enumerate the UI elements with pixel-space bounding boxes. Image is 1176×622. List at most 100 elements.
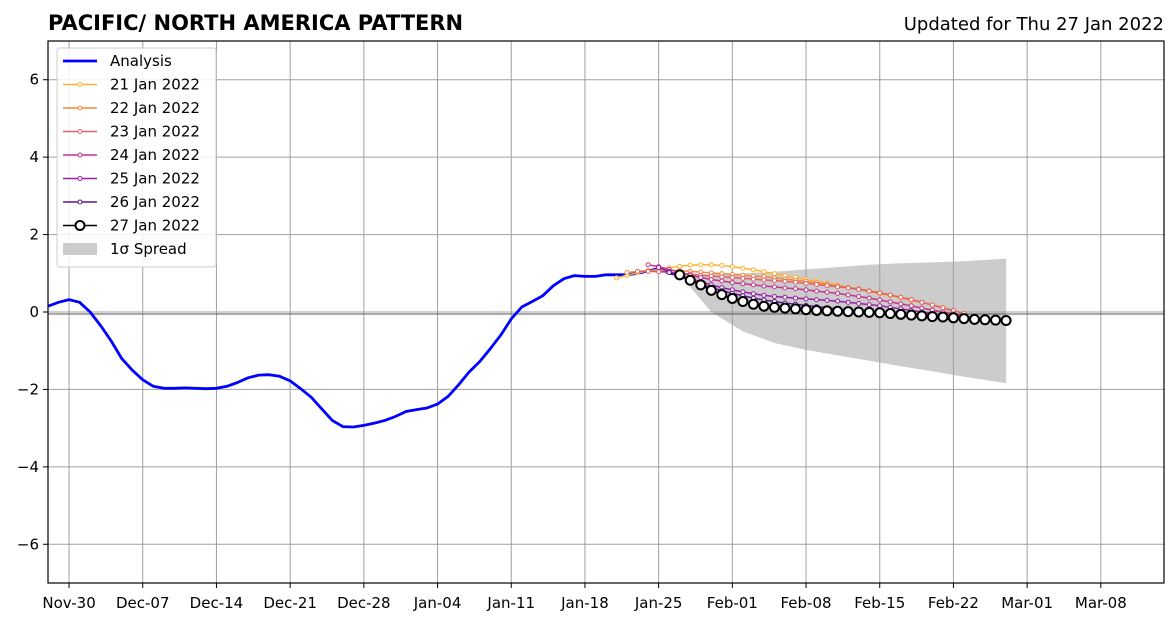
forecast-point <box>729 275 735 281</box>
legend-marker <box>77 152 83 158</box>
y-tick-label: −2 <box>17 380 39 398</box>
forecast-point <box>845 299 851 305</box>
forecast-point <box>635 268 641 274</box>
current-forecast-point <box>758 300 770 312</box>
legend-entry: 26 Jan 2022 <box>63 193 200 211</box>
current-forecast-point <box>968 313 980 325</box>
forecast-point <box>814 288 820 294</box>
legend-box <box>56 47 217 268</box>
current-forecast-point <box>779 302 791 314</box>
forecast-point <box>719 278 725 284</box>
forecast-point <box>656 264 662 270</box>
current-forecast-point <box>832 305 844 317</box>
y-tick-label: 4 <box>29 148 39 166</box>
current-forecast-point <box>737 296 749 308</box>
legend-label: 23 Jan 2022 <box>110 123 200 141</box>
forecast-point <box>908 297 914 303</box>
forecast-point <box>866 288 872 294</box>
x-tick-label: Nov-30 <box>42 594 95 612</box>
forecast-point <box>877 303 883 309</box>
legend-label: Analysis <box>110 52 172 70</box>
forecast-point <box>887 292 893 298</box>
x-tick-label: Dec-28 <box>337 594 391 612</box>
x-tick-label: Dec-21 <box>263 594 317 612</box>
forecast-point <box>677 263 683 269</box>
legend-entry: Analysis <box>63 52 172 70</box>
y-tick-label: −4 <box>17 458 39 476</box>
current-forecast-point <box>747 298 759 310</box>
x-tick-label: Feb-08 <box>781 594 832 612</box>
forecast-point <box>856 287 862 293</box>
current-forecast-point <box>705 284 717 296</box>
forecast-point <box>782 294 788 300</box>
forecast-point <box>729 280 735 286</box>
x-tick-label: Jan-04 <box>413 594 462 612</box>
forecast-point <box>740 275 746 281</box>
current-forecast-point <box>958 313 970 325</box>
forecast-point <box>908 303 914 309</box>
forecast-point <box>824 283 830 289</box>
forecast-point <box>750 282 756 288</box>
forecast-point <box>919 299 925 305</box>
forecast-point <box>845 285 851 291</box>
legend-label: 1σ Spread <box>110 240 187 258</box>
legend-marker <box>77 105 83 111</box>
series-analysis <box>48 267 680 429</box>
forecast-point <box>856 300 862 306</box>
forecast-point <box>803 280 809 286</box>
x-tick-label: Jan-25 <box>634 594 683 612</box>
forecast-point <box>698 262 704 268</box>
forecast-point <box>940 305 946 311</box>
x-tick-label: Feb-22 <box>928 594 979 612</box>
current-forecast-point <box>790 303 802 315</box>
x-tick-label: Mar-08 <box>1075 594 1127 612</box>
current-forecast-point <box>874 307 886 319</box>
forecast-point <box>708 262 714 268</box>
forecast-point <box>614 275 620 281</box>
legend-label: 24 Jan 2022 <box>110 146 200 164</box>
current-forecast-point <box>821 305 833 317</box>
current-forecast-point <box>726 292 738 304</box>
legend-marker <box>77 176 83 181</box>
current-forecast-point <box>716 289 728 301</box>
forecast-point <box>898 294 904 300</box>
forecast-point <box>750 276 756 282</box>
forecast-point <box>771 284 777 290</box>
x-tick-label: Feb-15 <box>854 594 905 612</box>
forecast-point <box>793 286 799 292</box>
legend-label: 21 Jan 2022 <box>110 76 200 94</box>
forecast-point <box>887 299 893 305</box>
x-tick-label: Jan-18 <box>560 594 609 612</box>
forecast-point <box>687 262 693 268</box>
plot-area: Nov-30 Dec-07 Dec-14 Dec-21 Dec-28 Jan-04 Jan-… <box>17 40 1165 612</box>
forecast-point <box>803 287 809 293</box>
forecast-point <box>729 264 735 270</box>
forecast-point <box>771 294 777 300</box>
forecast-point <box>771 278 777 284</box>
current-forecast-point <box>990 314 1002 326</box>
forecast-point <box>740 265 746 271</box>
forecast-point <box>666 270 672 276</box>
series-group <box>48 262 1012 429</box>
current-forecast-point <box>863 306 875 318</box>
legend-label: 26 Jan 2022 <box>110 193 200 211</box>
current-forecast-point <box>979 314 991 326</box>
forecast-point <box>898 301 904 307</box>
legend-entry: 23 Jan 2022 <box>63 123 200 141</box>
forecast-point <box>645 268 651 274</box>
legend-marker <box>77 199 83 205</box>
forecast-point <box>782 278 788 284</box>
forecast-point <box>814 282 820 288</box>
legend-marker <box>77 82 83 87</box>
forecast-point <box>761 283 767 289</box>
forecast-point <box>929 302 935 308</box>
forecast-point <box>877 297 883 303</box>
legend-swatch <box>63 243 97 255</box>
forecast-point <box>814 297 820 303</box>
y-tick-label: −6 <box>17 535 39 553</box>
current-forecast-point <box>947 312 959 324</box>
forecast-point <box>803 296 809 302</box>
current-forecast-point <box>800 304 812 316</box>
x-tick-label: Dec-07 <box>116 594 170 612</box>
forecast-point <box>835 284 841 290</box>
